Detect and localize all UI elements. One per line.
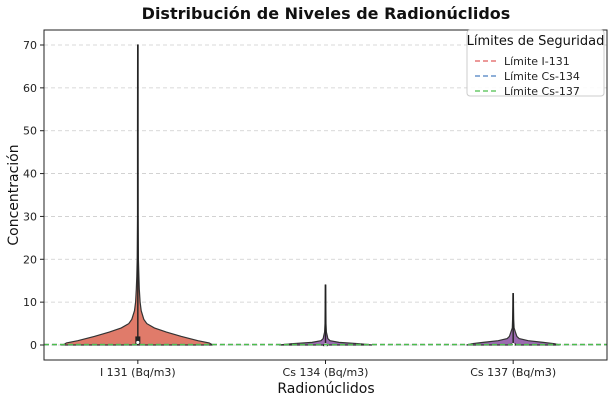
y-tick-label: 70 <box>23 39 37 52</box>
legend-entry: Límite Cs-137 <box>504 85 580 98</box>
x-axis-label: Radionúclidos <box>277 381 374 397</box>
y-tick-label: 10 <box>23 296 37 309</box>
y-tick-label: 50 <box>23 125 37 138</box>
y-axis-label: Concentración <box>6 144 22 245</box>
x-axis-ticks: I 131 (Bq/m3) Cs 134 (Bq/m3) Cs 137 (Bq/m3… <box>100 360 556 379</box>
y-tick-label: 30 <box>23 210 37 223</box>
x-tick-label: Cs 137 (Bq/m3) <box>470 366 556 379</box>
legend: Límites de Seguridad Límite I-131 Límite C… <box>466 29 605 98</box>
y-tick-label: 40 <box>23 168 37 181</box>
legend-title: Límites de Seguridad <box>467 34 605 49</box>
y-tick-label: 60 <box>23 82 37 95</box>
chart-title: Distribución de Niveles de Radionúclidos <box>142 4 511 23</box>
legend-entry: Límite Cs-134 <box>504 70 580 83</box>
y-tick-label: 20 <box>23 253 37 266</box>
y-tick-label: 0 <box>30 339 37 352</box>
x-tick-label: Cs 134 (Bq/m3) <box>283 366 369 379</box>
legend-box <box>466 29 605 97</box>
violins <box>60 44 560 347</box>
legend-entry: Límite I-131 <box>504 55 570 68</box>
y-axis-ticks: 0 10 20 30 40 50 60 70 <box>23 39 44 352</box>
violin-iqr-box <box>135 336 141 345</box>
violin-median <box>511 342 515 347</box>
x-tick-label: I 131 (Bq/m3) <box>100 366 176 379</box>
violin-median <box>136 340 140 345</box>
